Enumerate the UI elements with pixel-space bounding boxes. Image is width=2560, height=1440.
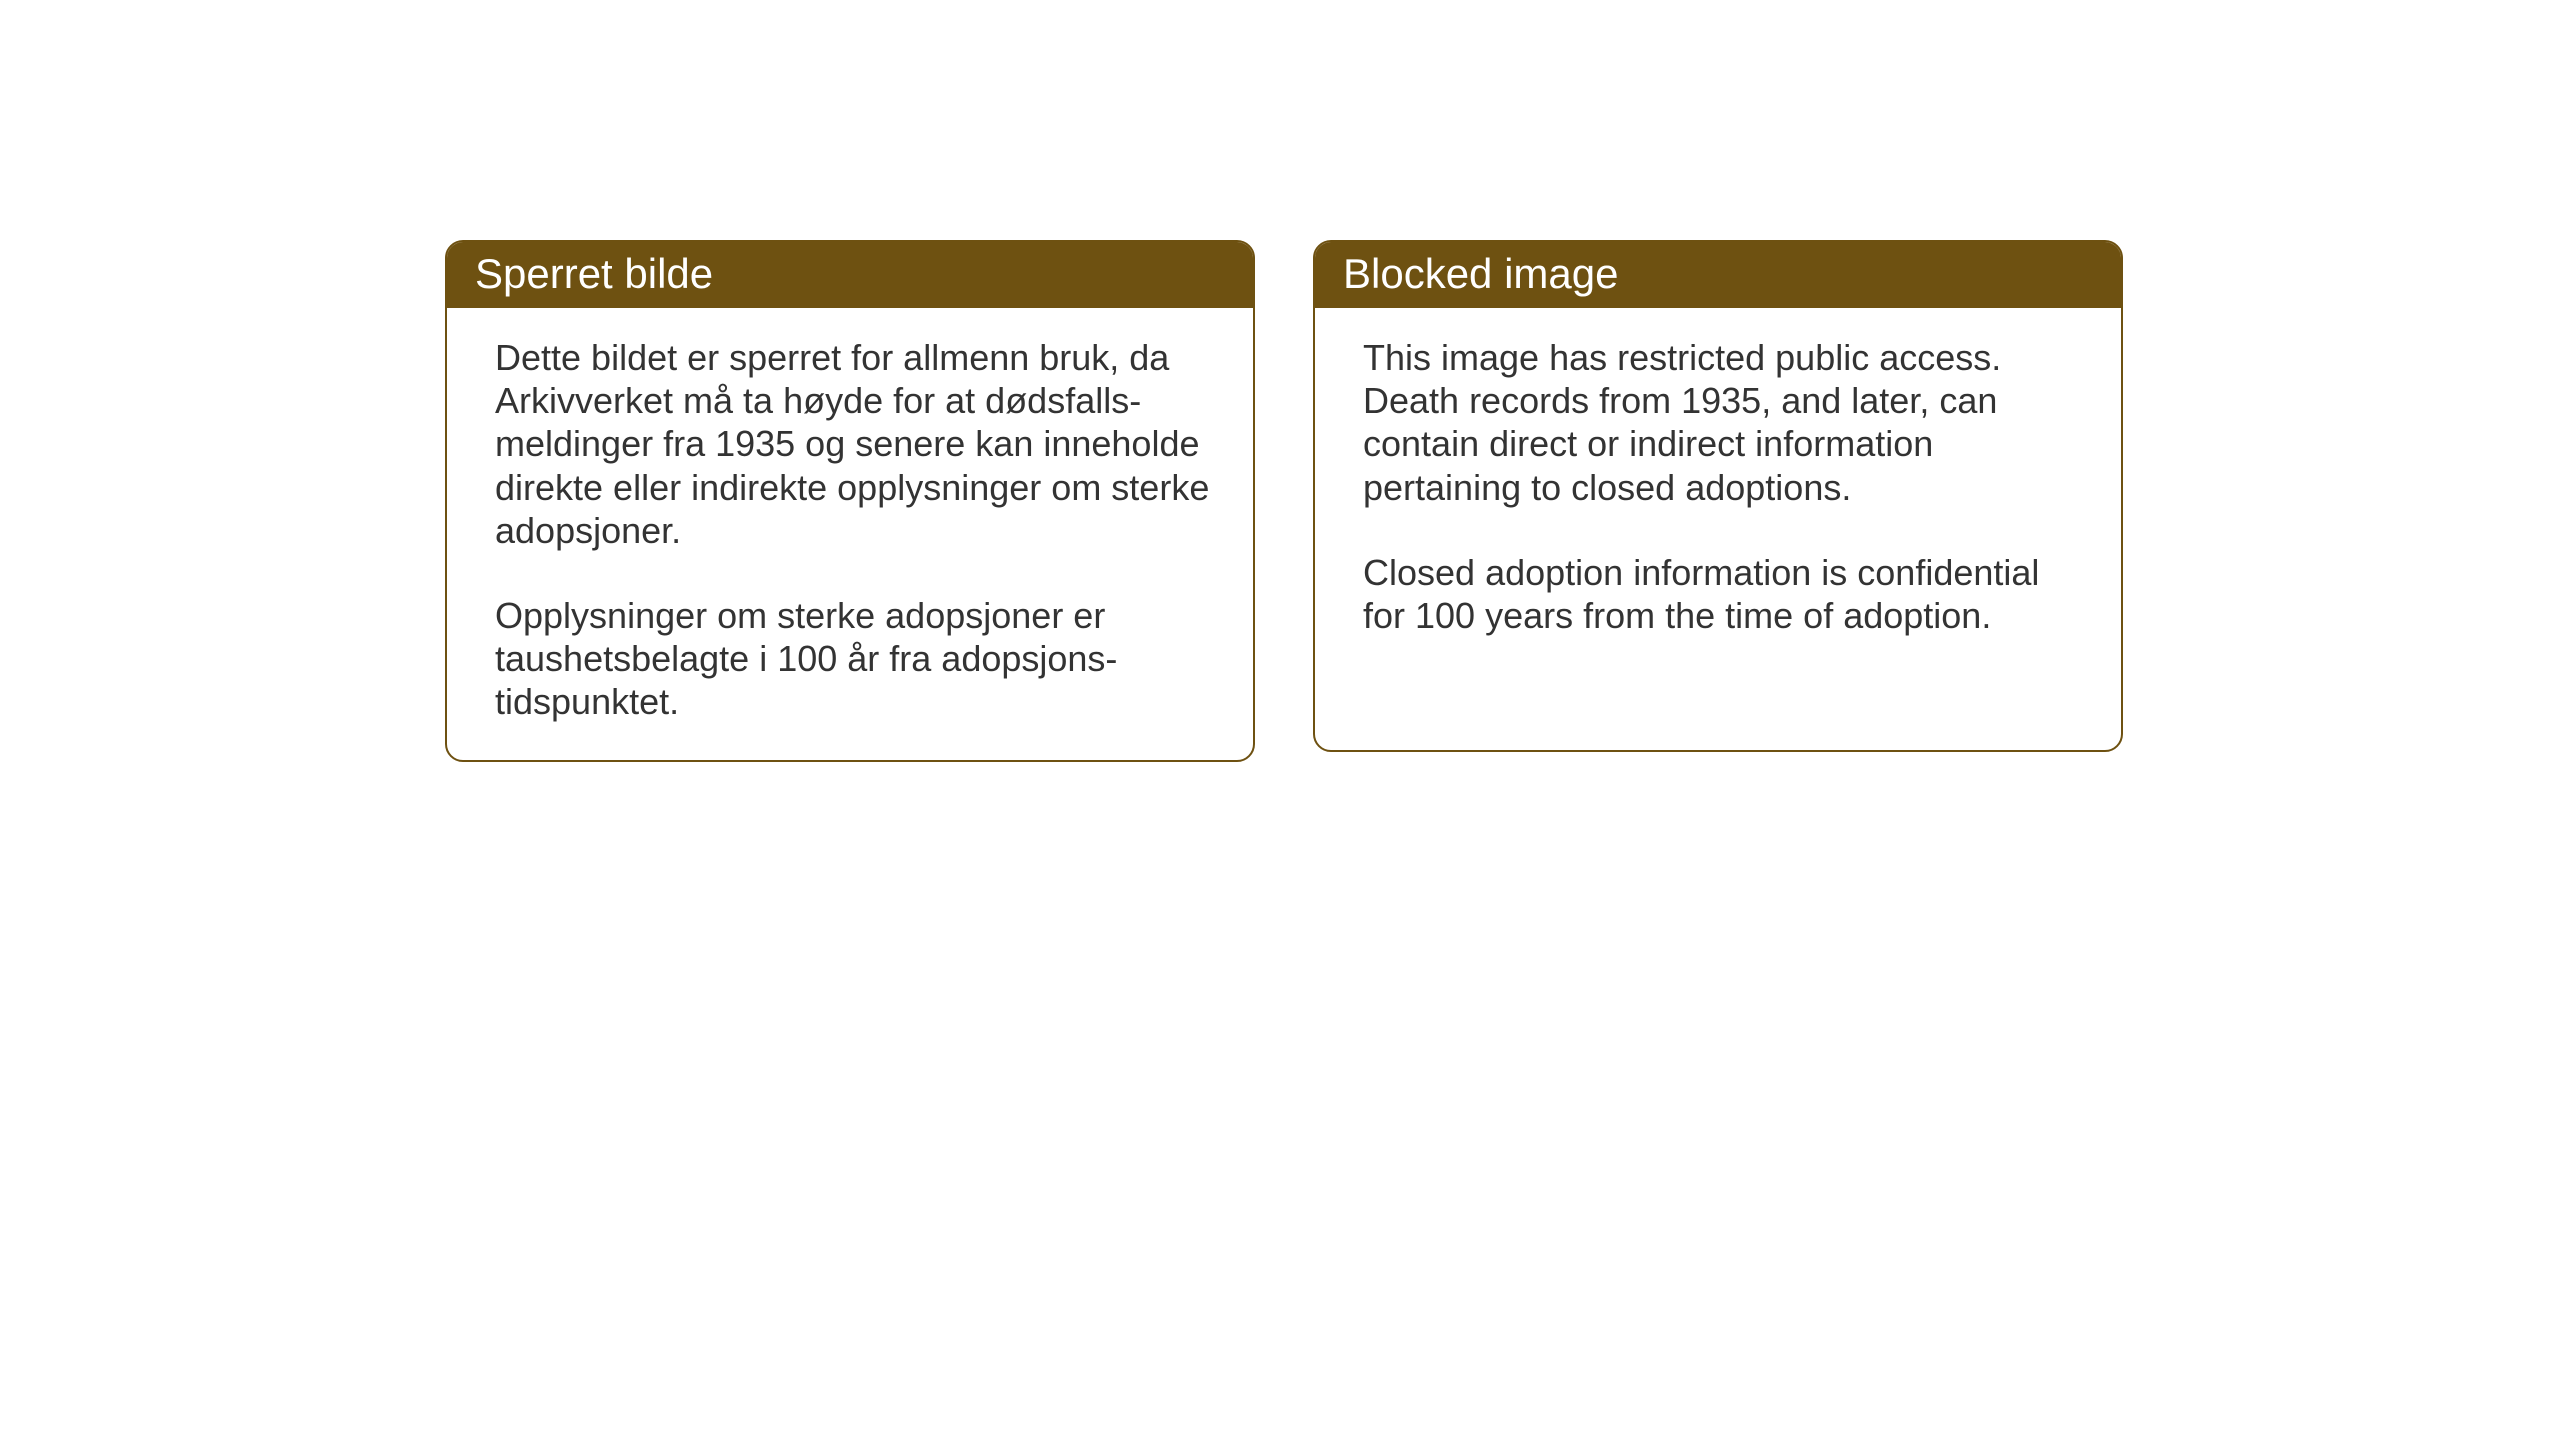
card-title: Blocked image xyxy=(1343,250,1618,297)
card-title: Sperret bilde xyxy=(475,250,713,297)
card-paragraph: Dette bildet er sperret for allmenn bruk… xyxy=(495,336,1213,552)
card-body-english: This image has restricted public access.… xyxy=(1315,308,2121,673)
card-paragraph: Opplysninger om sterke adopsjoner er tau… xyxy=(495,594,1213,724)
notice-cards-container: Sperret bilde Dette bildet er sperret fo… xyxy=(445,240,2123,762)
card-paragraph: This image has restricted public access.… xyxy=(1363,336,2081,509)
card-header-english: Blocked image xyxy=(1315,242,2121,308)
notice-card-norwegian: Sperret bilde Dette bildet er sperret fo… xyxy=(445,240,1255,762)
card-paragraph: Closed adoption information is confident… xyxy=(1363,551,2081,637)
card-header-norwegian: Sperret bilde xyxy=(447,242,1253,308)
notice-card-english: Blocked image This image has restricted … xyxy=(1313,240,2123,752)
card-body-norwegian: Dette bildet er sperret for allmenn bruk… xyxy=(447,308,1253,760)
